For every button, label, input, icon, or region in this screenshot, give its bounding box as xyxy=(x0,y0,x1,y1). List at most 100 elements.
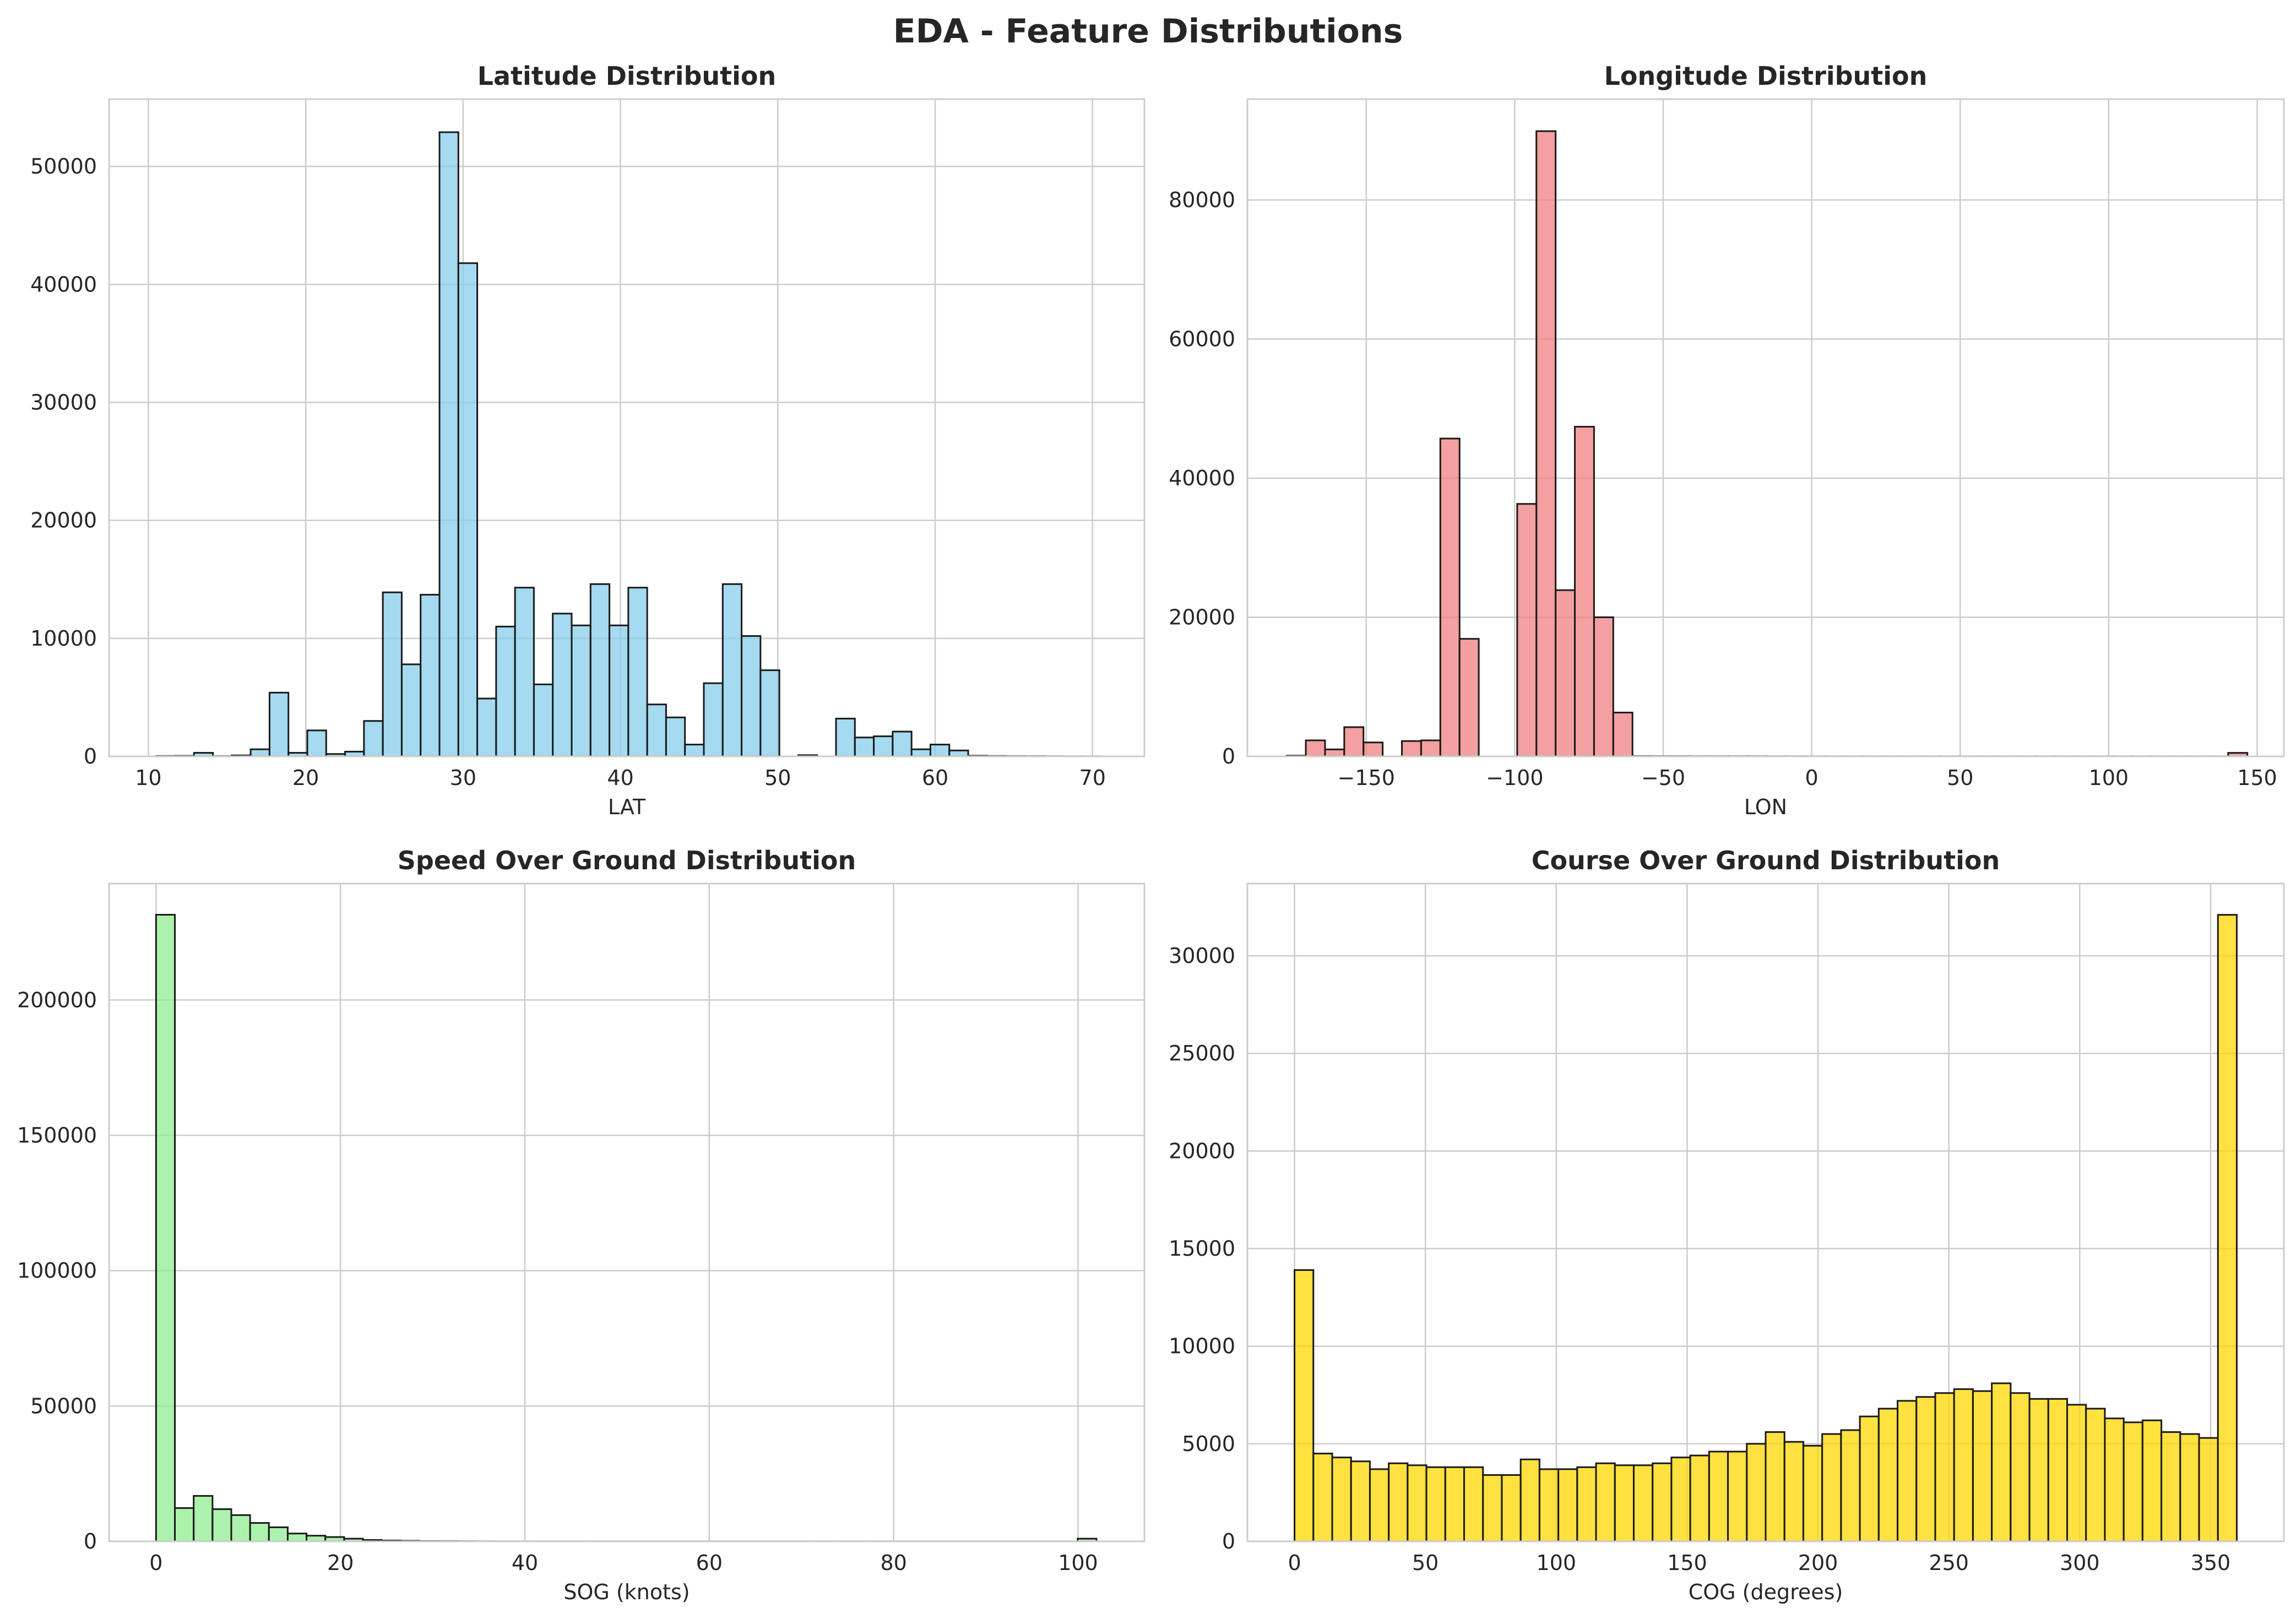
lon-x-tick-label: 50 xyxy=(1947,766,1973,790)
cog-bar xyxy=(1388,1462,1409,1542)
cog-bar xyxy=(1407,1464,1427,1542)
cog-x-tick-label: 150 xyxy=(1667,1551,1707,1575)
figure-title: EDA - Feature Distributions xyxy=(893,12,1403,51)
lon-bar xyxy=(1343,726,1365,757)
lon-bar xyxy=(1363,741,1384,757)
lat-x-tick-label: 20 xyxy=(292,766,319,790)
lat-bar xyxy=(665,716,686,757)
sog-bar xyxy=(286,1533,308,1542)
cog-y-tick-label: 15000 xyxy=(1169,1237,1235,1261)
sog-y-tick-label: 0 xyxy=(84,1529,97,1553)
lat-bar xyxy=(873,735,894,757)
cog-bar xyxy=(1934,1392,1955,1542)
sog-y-tick-label: 50000 xyxy=(30,1394,97,1418)
lat-axes-frame xyxy=(108,98,1146,757)
lon-y-tick-label: 60000 xyxy=(1169,327,1235,351)
cog-bar xyxy=(2085,1408,2106,1542)
lat-bar xyxy=(929,744,951,757)
cog-x-axis-label: COG (degrees) xyxy=(1689,1580,1843,1604)
lat-bar xyxy=(476,697,497,757)
lat-bar xyxy=(646,703,667,757)
lat-x-tick-label: 50 xyxy=(764,766,791,790)
cog-bar xyxy=(1331,1457,1352,1542)
cog-x-tick-label: 50 xyxy=(1412,1551,1439,1575)
lat-bar xyxy=(948,749,969,757)
lon-bar xyxy=(1458,638,1480,757)
cog-x-tick-label: 250 xyxy=(1929,1551,1969,1575)
lat-bar xyxy=(627,587,648,757)
cog-axes-frame xyxy=(1246,883,2285,1542)
cog-bar xyxy=(2198,1437,2219,1542)
cog-bar xyxy=(1670,1457,1691,1542)
lon-bar xyxy=(1305,739,1326,757)
lat-bar xyxy=(552,613,573,757)
cog-bar xyxy=(1369,1468,1390,1542)
lat-bar xyxy=(721,583,743,757)
cog-y-tick-label: 5000 xyxy=(1182,1432,1235,1456)
cog-x-tick-label: 200 xyxy=(1798,1551,1838,1575)
sog-bar xyxy=(193,1495,214,1542)
lat-bar xyxy=(571,624,591,757)
lon-x-tick-label: −150 xyxy=(1338,766,1395,790)
lat-bar xyxy=(249,748,270,757)
cog-bar xyxy=(1783,1441,1804,1542)
cog-bar xyxy=(1652,1462,1673,1542)
lon-y-tick-label: 0 xyxy=(1222,744,1235,768)
sog-y-tick-label: 200000 xyxy=(17,988,97,1012)
cog-bar xyxy=(1312,1453,1333,1542)
lon-bar xyxy=(1612,711,1633,757)
lat-bar xyxy=(703,682,724,757)
cog-bar xyxy=(1859,1415,1880,1542)
cog-bar xyxy=(1538,1468,1560,1542)
cog-bar xyxy=(1463,1466,1484,1542)
cog-bar xyxy=(1482,1474,1503,1542)
cog-bar xyxy=(1821,1433,1842,1542)
sog-axes-frame xyxy=(108,883,1146,1542)
cog-bar xyxy=(1915,1396,1936,1542)
lat-bar xyxy=(589,583,611,757)
cog-bar xyxy=(2179,1433,2200,1542)
lon-bar xyxy=(1420,739,1441,757)
sog-histogram: 0 20 40 60 80 100 0 50000 100000 150000 200000 SOG … xyxy=(17,846,1146,1604)
lat-bar xyxy=(400,663,422,757)
sog-y-tick-label: 150000 xyxy=(17,1123,97,1147)
cog-bar xyxy=(1877,1408,1899,1542)
cog-bar xyxy=(1802,1444,1823,1542)
lat-bar xyxy=(382,591,403,757)
lat-bar xyxy=(457,262,479,757)
cog-bar xyxy=(2161,1431,2181,1542)
cog-bar xyxy=(1519,1458,1540,1542)
sog-bar xyxy=(306,1535,327,1542)
cog-bar xyxy=(1765,1431,1785,1542)
sog-bar xyxy=(211,1508,232,1542)
lat-y-tick-label: 30000 xyxy=(30,390,97,414)
lon-panel-title: Longitude Distribution xyxy=(1604,61,1928,91)
cog-bar xyxy=(1689,1454,1710,1542)
lat-y-tick-label: 40000 xyxy=(30,272,97,296)
lat-y-tick-label: 10000 xyxy=(30,626,97,651)
cog-x-tick-label: 350 xyxy=(2191,1551,2231,1575)
lat-y-tick-label: 20000 xyxy=(30,508,97,533)
lat-bar xyxy=(533,683,554,757)
latitude-histogram: 10 20 30 40 50 60 70 0 10000 20000 30000 40000 50000… xyxy=(30,61,1146,819)
lat-y-tick-label: 50000 xyxy=(30,154,97,178)
lon-bar xyxy=(1574,426,1595,757)
cog-bar xyxy=(1840,1429,1861,1542)
lon-bar xyxy=(1439,437,1461,757)
sog-x-tick-label: 0 xyxy=(149,1551,162,1575)
lon-bar xyxy=(1535,130,1557,757)
sog-y-tick-label: 100000 xyxy=(17,1259,97,1283)
cog-x-tick-label: 0 xyxy=(1288,1551,1301,1575)
cog-bar xyxy=(2141,1419,2163,1542)
lat-x-tick-label: 10 xyxy=(135,766,161,790)
lat-bar xyxy=(741,635,762,757)
cog-bar xyxy=(1972,1390,1993,1542)
sog-bar xyxy=(249,1522,270,1542)
cog-y-tick-label: 20000 xyxy=(1169,1139,1235,1163)
cog-bar xyxy=(1444,1466,1465,1542)
lat-bar xyxy=(514,587,535,757)
cog-bar xyxy=(1614,1464,1635,1542)
sog-panel-title: Speed Over Ground Distribution xyxy=(398,846,856,875)
cog-x-tick-label: 300 xyxy=(2060,1551,2100,1575)
lon-x-tick-label: 100 xyxy=(2089,766,2129,790)
